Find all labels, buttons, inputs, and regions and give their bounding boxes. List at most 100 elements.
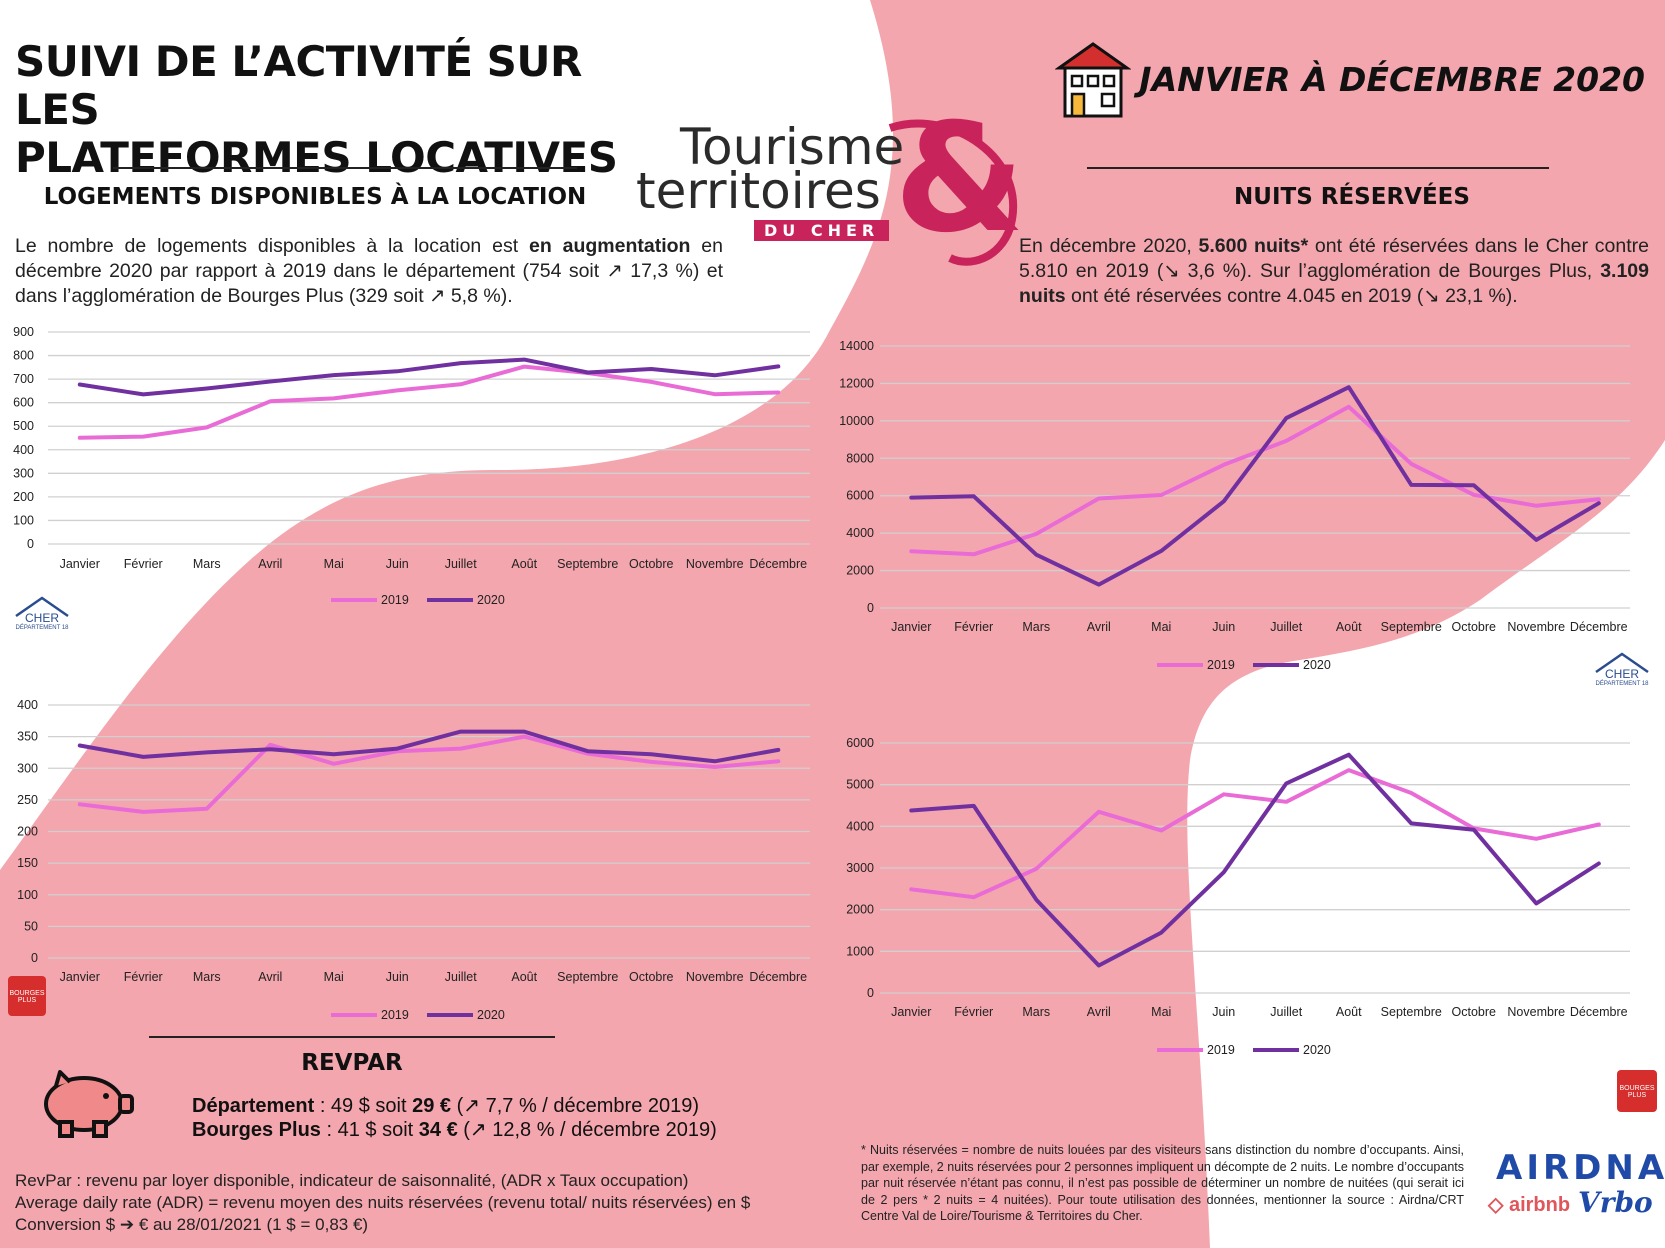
y-tick-label: 50: [24, 919, 38, 933]
series-line-2019: [77, 734, 781, 814]
x-tick-label: Septembre: [557, 557, 618, 571]
y-tick-label: 350: [17, 730, 38, 744]
y-tick-label: 200: [13, 490, 34, 504]
title-line-2: PLATEFORMES LOCATIVES: [15, 133, 618, 182]
y-tick-label: 400: [13, 443, 34, 457]
brand-ampersand: &: [894, 92, 1025, 266]
revpar-dept-a: : 49 $ soit: [314, 1095, 413, 1117]
x-tick-label: Mai: [1151, 1005, 1171, 1019]
y-tick-label: 1000: [846, 944, 874, 958]
cher-logo-mark-right: [1595, 652, 1649, 674]
x-tick-label: Avril: [258, 557, 282, 571]
bourges-logo-text-left: BOURGES PLUS: [9, 990, 45, 1004]
legend-label-2019: 2019: [1207, 658, 1235, 672]
series-line-2019: [909, 768, 1601, 900]
cher-logo-text-right: CHER: [1604, 667, 1639, 681]
cher-logo-right: CHER DÉPARTEMENT 18: [1592, 652, 1652, 692]
y-tick-label: 6000: [846, 489, 874, 503]
x-tick-label: Mai: [324, 970, 344, 984]
y-tick-label: 0: [31, 951, 38, 965]
legend-label-2019: 2019: [381, 1008, 409, 1022]
right-paragraph-a: En décembre 2020,: [1019, 235, 1199, 257]
left-paragraph-b: en augmentation: [529, 235, 691, 257]
y-tick-label: 2000: [846, 903, 874, 917]
x-tick-label: Octobre: [1452, 1005, 1497, 1019]
y-tick-label: 0: [867, 986, 874, 1000]
y-tick-label: 900: [13, 325, 34, 339]
y-tick-label: 5000: [846, 778, 874, 792]
y-tick-label: 14000: [839, 339, 874, 353]
left-divider: [113, 167, 577, 169]
series-line-2019: [77, 364, 781, 440]
legend-label-2020: 2020: [477, 1008, 505, 1022]
cher-logo-text: CHER: [24, 611, 59, 625]
x-tick-label: Février: [954, 1005, 993, 1019]
tourisme-territoires-logo: Tourisme territoires DU CHER &: [630, 104, 1030, 268]
x-tick-label: Décembre: [1570, 1005, 1628, 1019]
cher-logo-mark: [15, 596, 69, 618]
revpar-bourges: Bourges Plus : 41 $ soit 34 € (↗ 12,8 % …: [192, 1118, 717, 1143]
brand-swoosh: [888, 119, 1018, 266]
y-tick-label: 300: [17, 761, 38, 775]
x-tick-label: Janvier: [891, 1005, 931, 1019]
title-line-1: SUIVI DE L’ACTIVITÉ SUR LES: [15, 37, 582, 134]
footnote: * Nuits réservées = nombre de nuits loué…: [861, 1143, 1464, 1223]
x-tick-label: Mars: [193, 557, 221, 571]
page-title: SUIVI DE L’ACTIVITÉ SUR LES PLATEFORMES …: [15, 38, 655, 182]
revpar-note-2: Average daily rate (ADR) = revenu moyen …: [15, 1193, 751, 1212]
x-tick-label: Août: [511, 970, 537, 984]
x-tick-label: Mars: [1022, 1005, 1050, 1019]
period-label: JANVIER À DÉCEMBRE 2020: [1139, 60, 1645, 99]
y-tick-label: 400: [17, 698, 38, 712]
right-paragraph-c: ont été réservées dans le Cher contre 5.…: [1019, 235, 1649, 282]
x-tick-label: Janvier: [891, 620, 931, 634]
brand-line-1: Tourisme: [680, 118, 905, 176]
x-tick-label: Septembre: [557, 970, 618, 984]
y-tick-label: 100: [13, 513, 34, 527]
x-tick-label: Novembre: [1507, 1005, 1565, 1019]
x-tick-label: Avril: [1087, 1005, 1111, 1019]
chart-nuits-bourges: 0 1000 2000 3000 4000 5000 6000 Janvier Février M…: [846, 736, 1630, 1057]
x-tick-label: Décembre: [1570, 620, 1628, 634]
y-tick-label: 12000: [839, 376, 874, 390]
x-tick-label: Mai: [324, 557, 344, 571]
legend-label-2020: 2020: [477, 593, 505, 607]
legend-label-2020: 2020: [1303, 1043, 1331, 1057]
right-section-heading: NUITS RÉSERVÉES: [1234, 184, 1470, 210]
x-tick-label: Avril: [1087, 620, 1111, 634]
piggy-bank-icon: [36, 1068, 136, 1140]
airdna-logo: AIRDNA: [1496, 1148, 1665, 1188]
house-icon: [1054, 40, 1132, 120]
x-tick-label: Octobre: [1452, 620, 1497, 634]
y-tick-label: 4000: [846, 819, 874, 833]
y-tick-label: 4000: [846, 526, 874, 540]
revpar-note-1: RevPar : revenu par loyer disponible, in…: [15, 1171, 689, 1190]
x-tick-label: Juillet: [1270, 1005, 1302, 1019]
x-tick-label: Avril: [258, 970, 282, 984]
series-line-2020: [77, 729, 781, 764]
revpar-divider: [149, 1036, 555, 1038]
y-tick-label: 250: [17, 793, 38, 807]
revpar-note-3: Conversion $ ➔ € au 28/01/2021 (1 $ = 0,…: [15, 1215, 369, 1234]
y-tick-label: 2000: [846, 564, 874, 578]
series-line-2020: [909, 385, 1601, 587]
bourges-logo-right: BOURGES PLUS: [1617, 1070, 1657, 1112]
revpar-dept-b: 29 €: [412, 1095, 452, 1117]
y-tick-label: 10000: [839, 414, 874, 428]
legend-label-2020: 2020: [1303, 658, 1331, 672]
left-section-heading: LOGEMENTS DISPONIBLES À LA LOCATION: [43, 184, 587, 210]
series-line-2020: [77, 357, 781, 397]
revpar-bp-a: : 41 $ soit: [320, 1119, 419, 1141]
right-paragraph-b: 5.600 nuits*: [1198, 235, 1309, 257]
revpar-bp-label: Bourges Plus: [192, 1119, 321, 1141]
revpar-bp-c: (↗ 12,8 % / décembre 2019): [457, 1119, 717, 1141]
x-tick-label: Septembre: [1381, 620, 1442, 634]
series-line-2020: [909, 752, 1601, 968]
cher-logo-sub-right: DÉPARTEMENT 18: [1595, 681, 1649, 687]
x-tick-label: Août: [1336, 620, 1362, 634]
vrbo-logo: Vrbo: [1578, 1186, 1653, 1219]
left-paragraph-c: en décembre 2020 par rapport à 2019 dans…: [15, 235, 723, 307]
x-tick-label: Août: [1336, 1005, 1362, 1019]
legend-label-2019: 2019: [381, 593, 409, 607]
